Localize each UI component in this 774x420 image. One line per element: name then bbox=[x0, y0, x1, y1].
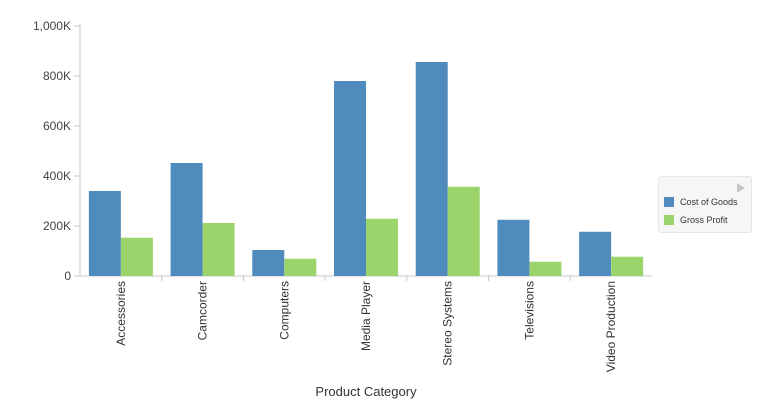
category-label: Camcorder bbox=[196, 281, 210, 340]
legend-label: Cost of Goods bbox=[680, 197, 738, 207]
category-label: Televisions bbox=[522, 281, 536, 340]
bar-gross-profit bbox=[447, 186, 480, 276]
bar-cost-of-goods bbox=[497, 219, 530, 276]
y-tick-label: 1,000K bbox=[33, 19, 71, 33]
bar-cost-of-goods bbox=[170, 163, 203, 276]
y-tick-label: 600K bbox=[43, 119, 71, 133]
x-axis-title: Product Category bbox=[315, 384, 417, 399]
legend-expand-arrow-icon[interactable] bbox=[737, 183, 745, 193]
bar-gross-profit bbox=[366, 218, 398, 276]
bars bbox=[88, 62, 644, 276]
category-label: Computers bbox=[277, 281, 291, 340]
bar-gross-profit bbox=[284, 258, 317, 276]
y-tick-label: 800K bbox=[43, 69, 71, 83]
category-label: Media Player bbox=[359, 281, 373, 351]
bar-cost-of-goods bbox=[334, 81, 366, 276]
legend[interactable]: Cost of Goods Gross Profit bbox=[658, 176, 752, 233]
category-label: Accessories bbox=[114, 281, 128, 346]
legend-label: Gross Profit bbox=[680, 215, 728, 225]
legend-swatch bbox=[664, 197, 674, 207]
legend-item-gross-profit[interactable]: Gross Profit bbox=[664, 215, 728, 225]
legend-item-cost-of-goods[interactable]: Cost of Goods bbox=[664, 197, 738, 207]
bar-gross-profit bbox=[120, 237, 153, 276]
bar-gross-profit bbox=[202, 223, 235, 276]
category-label: Stereo Systems bbox=[441, 281, 455, 366]
legend-swatch bbox=[664, 215, 674, 225]
y-tick-label: 400K bbox=[43, 169, 71, 183]
y-tick-label: 0 bbox=[64, 269, 71, 283]
bar-gross-profit bbox=[611, 256, 644, 276]
y-axis: 0 200K 400K 600K 800K 1,000K bbox=[33, 19, 81, 283]
bar-cost-of-goods bbox=[252, 250, 285, 276]
category-labels: Accessories Camcorder Computers Media Playe… bbox=[114, 281, 618, 372]
bar-cost-of-goods bbox=[579, 231, 612, 276]
category-label: Video Production bbox=[604, 281, 618, 372]
bar-cost-of-goods bbox=[415, 62, 448, 276]
y-tick-label: 200K bbox=[43, 219, 71, 233]
x-axis bbox=[80, 275, 652, 281]
bar-cost-of-goods bbox=[88, 191, 121, 276]
bar-gross-profit bbox=[529, 261, 562, 276]
